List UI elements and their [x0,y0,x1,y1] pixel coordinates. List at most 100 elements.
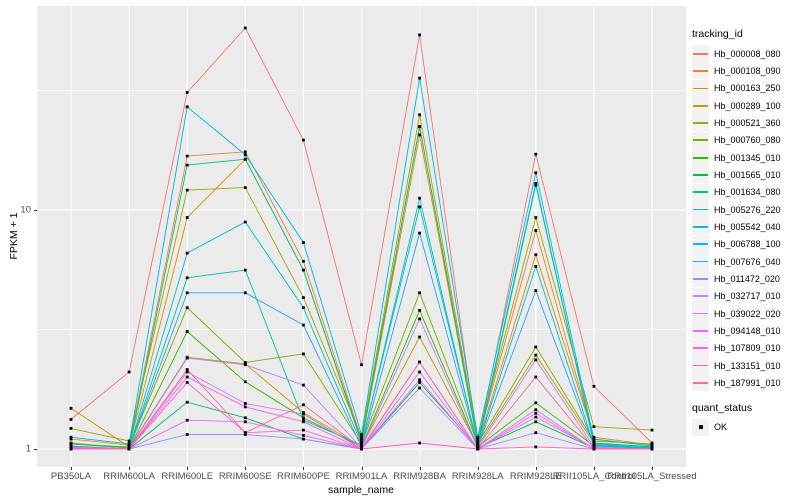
data-point [69,445,73,449]
data-point [592,425,596,429]
x-tick-mark [71,467,72,470]
data-point [418,335,421,339]
legend-key-line-icon [693,382,708,384]
legend-label: Hb_000289_100 [714,100,781,111]
legend-label: Hb_001634_080 [714,187,781,198]
legend-item: Hb_005276_220 [692,201,781,219]
legend-key-line-icon [693,364,708,367]
data-point [302,352,305,356]
legend-label: Hb_001345_010 [714,152,781,163]
data-point [418,231,421,235]
data-point [418,381,421,384]
legend-key-line-icon [693,208,708,211]
data-point [302,437,305,441]
data-point [243,405,247,409]
data-point [534,411,538,415]
x-tick-mark [652,467,653,470]
data-point [418,378,421,382]
data-point [534,408,538,412]
data-point [418,113,421,117]
data-point [650,444,654,448]
legend-key-line-icon [693,226,708,228]
data-point [534,216,538,219]
x-tick-label: PB350LA [50,471,92,482]
data-point [243,153,247,157]
legend-key-line-icon [693,330,708,332]
data-point [243,416,247,420]
data-point [534,353,538,357]
legend-item: Hb_107809_010 [692,339,781,357]
data-point [243,150,247,154]
data-point [185,375,189,379]
legend-key [692,62,709,80]
legend-label: Hb_000008_080 [714,48,781,59]
square-point-icon [698,425,703,430]
legend-label: Hb_005542_040 [714,221,781,232]
data-point [534,415,538,419]
y-tick-label: 1 [25,443,31,455]
legend-label: Hb_000521_360 [714,117,781,128]
legend-key [692,45,709,63]
data-point [476,439,480,443]
legend-key-line-icon [693,87,708,90]
data-point [534,375,538,379]
x-tick-label: RRIM600PE [276,471,330,482]
legend-item: Hb_001345_010 [692,149,781,167]
data-point [302,306,305,310]
data-point [302,241,305,244]
data-point [476,442,480,446]
legend-key-line-icon [693,70,708,72]
legend-label: Hb_039022_020 [714,308,781,319]
data-point [418,76,421,80]
data-point [360,446,363,450]
data-point [69,435,73,439]
data-point [592,446,596,450]
legend-key [692,114,709,132]
data-point [185,400,189,404]
legend-key-line-icon [693,191,708,194]
plot-panel [37,6,686,467]
data-point [302,411,305,414]
legend-key [692,322,709,340]
legend-key [692,270,709,288]
data-point [534,152,538,156]
legend-item: Hb_006788_100 [692,235,781,253]
data-point [592,439,596,443]
data-point [243,291,247,295]
x-tick-label: RRIM928BA [393,471,446,482]
legend-key [692,149,709,167]
data-point [302,268,305,272]
legend-item: Hb_001634_080 [692,183,781,201]
data-point [418,291,421,295]
legend-key-line-icon [693,278,708,280]
x-tick-mark [593,467,595,470]
legend-item: Hb_000163_250 [692,79,781,97]
legend-key [692,166,709,184]
legend-item: Hb_000008_080 [692,45,781,63]
data-point [243,380,247,384]
data-point [302,323,305,327]
data-point [418,33,421,37]
legend-key [692,374,709,392]
series-points-Hb_000008_080 [69,26,654,446]
data-point [302,420,305,424]
legend: tracking_id Hb_000008_080 Hb_000108_090 Hb… [692,28,781,436]
data-point [127,442,131,446]
y-tick-label: 10 [20,204,31,216]
data-point [69,437,73,441]
data-point [302,259,305,263]
data-point [534,253,538,257]
data-point [185,154,189,158]
x-tick-label: RRIM600LE [161,471,214,482]
legend-label: Hb_000108_090 [714,65,781,76]
data-point [534,401,538,405]
data-point [418,441,421,445]
x-tick-mark [419,467,421,470]
data-point [127,447,131,451]
data-point [302,412,305,416]
legend-item: Hb_032717_010 [692,287,781,305]
data-point [534,420,538,424]
legend-label: Hb_005276_220 [714,204,781,215]
data-point [243,361,247,364]
